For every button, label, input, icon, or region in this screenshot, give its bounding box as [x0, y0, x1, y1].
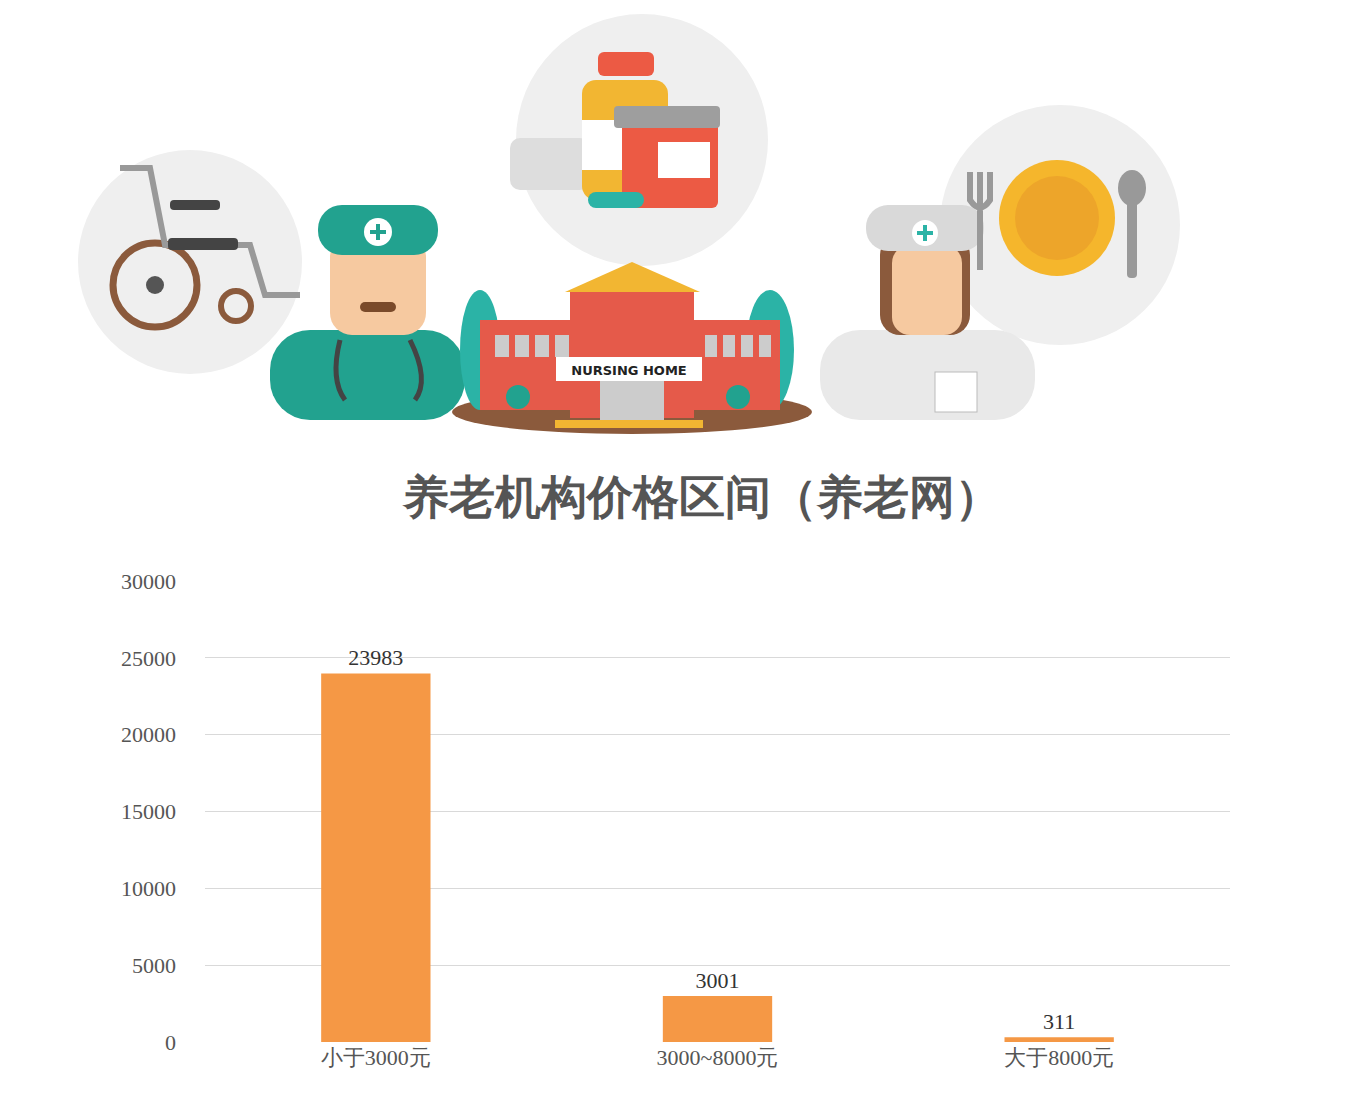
- svg-text:养老机构价格区间（养老网）: 养老机构价格区间（养老网）: [402, 472, 1001, 523]
- svg-text:3000~8000元: 3000~8000元: [657, 1045, 779, 1070]
- svg-text:20000: 20000: [121, 722, 176, 747]
- svg-text:大于8000元: 大于8000元: [1004, 1045, 1114, 1070]
- svg-text:小于3000元: 小于3000元: [321, 1045, 431, 1070]
- svg-text:0: 0: [165, 1030, 176, 1055]
- svg-text:5000: 5000: [132, 953, 176, 978]
- svg-text:25000: 25000: [121, 646, 176, 671]
- svg-text:30000: 30000: [121, 569, 176, 594]
- svg-text:3001: 3001: [696, 968, 740, 993]
- svg-text:NURSING HOME: NURSING HOME: [571, 363, 686, 378]
- svg-text:15000: 15000: [121, 799, 176, 824]
- svg-text:311: 311: [1043, 1009, 1075, 1034]
- svg-text:10000: 10000: [121, 876, 176, 901]
- svg-text:23983: 23983: [348, 645, 403, 670]
